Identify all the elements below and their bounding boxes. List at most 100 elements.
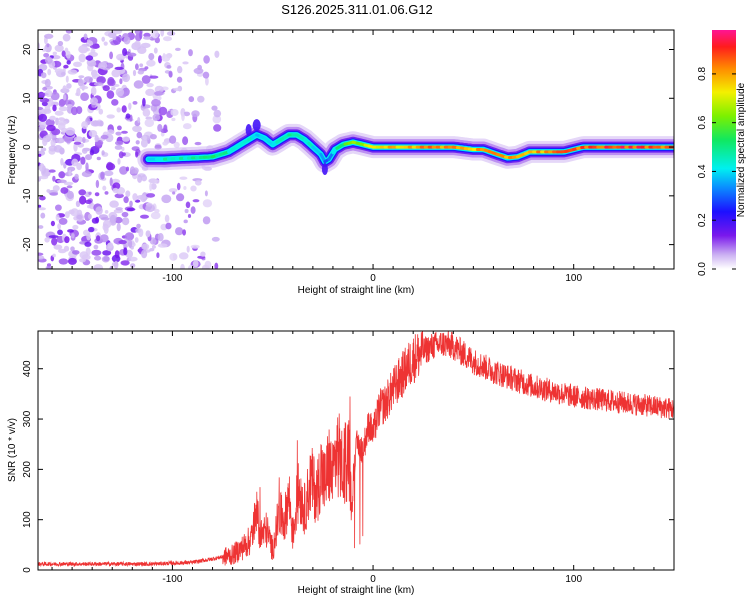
noise-blob bbox=[67, 191, 74, 199]
noise-blob bbox=[181, 112, 185, 121]
noise-blob bbox=[49, 116, 56, 121]
noise-blob bbox=[129, 201, 133, 207]
noise-blob bbox=[79, 196, 86, 205]
ridge-lobe bbox=[322, 163, 328, 175]
noise-blob bbox=[158, 55, 162, 63]
noise-blob bbox=[168, 71, 172, 78]
noise-blob bbox=[191, 245, 200, 249]
noise-blob bbox=[94, 82, 104, 86]
top-y-axis-label: Frequency (Hz) bbox=[7, 116, 18, 185]
noise-blob bbox=[187, 246, 190, 253]
noise-blob bbox=[182, 229, 186, 235]
noise-blob bbox=[150, 134, 157, 139]
noise-blob bbox=[101, 37, 105, 42]
noise-blob bbox=[161, 195, 171, 204]
noise-blob bbox=[110, 177, 113, 186]
noise-blob bbox=[169, 136, 176, 144]
noise-blob bbox=[154, 48, 158, 54]
noise-blob bbox=[98, 62, 107, 69]
noise-blob bbox=[34, 127, 44, 132]
noise-blob bbox=[191, 110, 199, 117]
noise-blob bbox=[47, 69, 51, 76]
noise-blob bbox=[148, 53, 154, 60]
noise-blob bbox=[65, 127, 75, 136]
noise-blob bbox=[104, 42, 108, 46]
bottom-x-tick-label: 0 bbox=[370, 574, 376, 585]
noise-blob bbox=[193, 199, 200, 202]
noise-blob bbox=[163, 124, 167, 133]
noise-blob bbox=[136, 224, 141, 229]
noise-blob bbox=[34, 107, 43, 110]
noise-blob bbox=[112, 33, 116, 40]
noise-blob bbox=[134, 41, 140, 48]
noise-blob bbox=[117, 107, 121, 112]
noise-blob bbox=[127, 208, 136, 211]
noise-blob bbox=[186, 202, 191, 209]
noise-blob bbox=[46, 189, 50, 193]
noise-blob bbox=[63, 85, 67, 92]
noise-blob bbox=[197, 96, 204, 103]
noise-blob bbox=[57, 230, 63, 236]
noise-blob bbox=[116, 207, 123, 210]
noise-blob bbox=[59, 106, 68, 111]
noise-blob bbox=[73, 62, 82, 67]
noise-blob bbox=[88, 227, 94, 232]
noise-blob bbox=[123, 36, 130, 44]
noise-blob bbox=[149, 183, 152, 191]
noise-blob bbox=[90, 45, 100, 49]
noise-blob bbox=[101, 150, 104, 155]
noise-blob bbox=[183, 123, 192, 129]
noise-blob bbox=[121, 260, 130, 265]
noise-blob bbox=[94, 245, 99, 250]
noise-blob bbox=[71, 233, 75, 238]
noise-blob bbox=[38, 114, 47, 122]
noise-blob bbox=[87, 39, 90, 43]
noise-blob bbox=[105, 191, 109, 195]
noise-blob bbox=[102, 186, 106, 191]
noise-blob bbox=[135, 63, 139, 70]
noise-blob bbox=[101, 217, 110, 220]
noise-blob bbox=[143, 109, 151, 117]
noise-blob bbox=[63, 65, 68, 69]
noise-blob bbox=[52, 105, 56, 112]
noise-blob bbox=[213, 124, 221, 132]
noise-blob bbox=[182, 61, 188, 64]
noise-blob bbox=[105, 210, 109, 214]
noise-blob bbox=[67, 229, 74, 233]
noise-blob bbox=[91, 87, 97, 96]
noise-blob bbox=[145, 89, 155, 96]
noise-blob bbox=[145, 204, 155, 212]
noise-blob bbox=[126, 167, 129, 172]
colorbar-tick-label: 0.0 bbox=[697, 262, 708, 276]
noise-blob bbox=[195, 142, 202, 145]
noise-blob bbox=[154, 179, 159, 184]
colorbar: 0.00.20.40.60.8 Normalized spectral ampl… bbox=[697, 30, 747, 276]
snr-series-group bbox=[38, 326, 674, 566]
noise-blob bbox=[126, 113, 131, 118]
noise-blob bbox=[200, 252, 205, 257]
noise-blob bbox=[66, 76, 69, 83]
noise-blob bbox=[118, 240, 126, 244]
colorbar-tick-label: 0.6 bbox=[697, 115, 708, 129]
top-x-tick-label: -100 bbox=[162, 273, 182, 284]
noise-blob bbox=[55, 205, 62, 211]
noise-blob bbox=[128, 257, 137, 262]
noise-blob bbox=[59, 102, 65, 107]
noise-blob bbox=[214, 110, 222, 118]
noise-blob bbox=[61, 72, 66, 76]
colorbar-gradient bbox=[712, 30, 736, 269]
noise-blob bbox=[128, 103, 131, 110]
noise-blob bbox=[52, 176, 55, 182]
noise-blob bbox=[152, 114, 160, 121]
bottom-y-tick-label: 200 bbox=[22, 461, 33, 478]
noise-blob bbox=[182, 136, 188, 145]
noise-blob bbox=[108, 242, 114, 248]
noise-blob bbox=[113, 188, 119, 193]
noise-blob bbox=[122, 74, 130, 83]
noise-blob bbox=[141, 250, 147, 259]
noise-blob bbox=[132, 126, 142, 132]
noise-blob bbox=[175, 227, 183, 235]
noise-blob bbox=[45, 90, 52, 97]
noise-blob bbox=[51, 238, 57, 246]
noise-blob bbox=[117, 126, 122, 131]
